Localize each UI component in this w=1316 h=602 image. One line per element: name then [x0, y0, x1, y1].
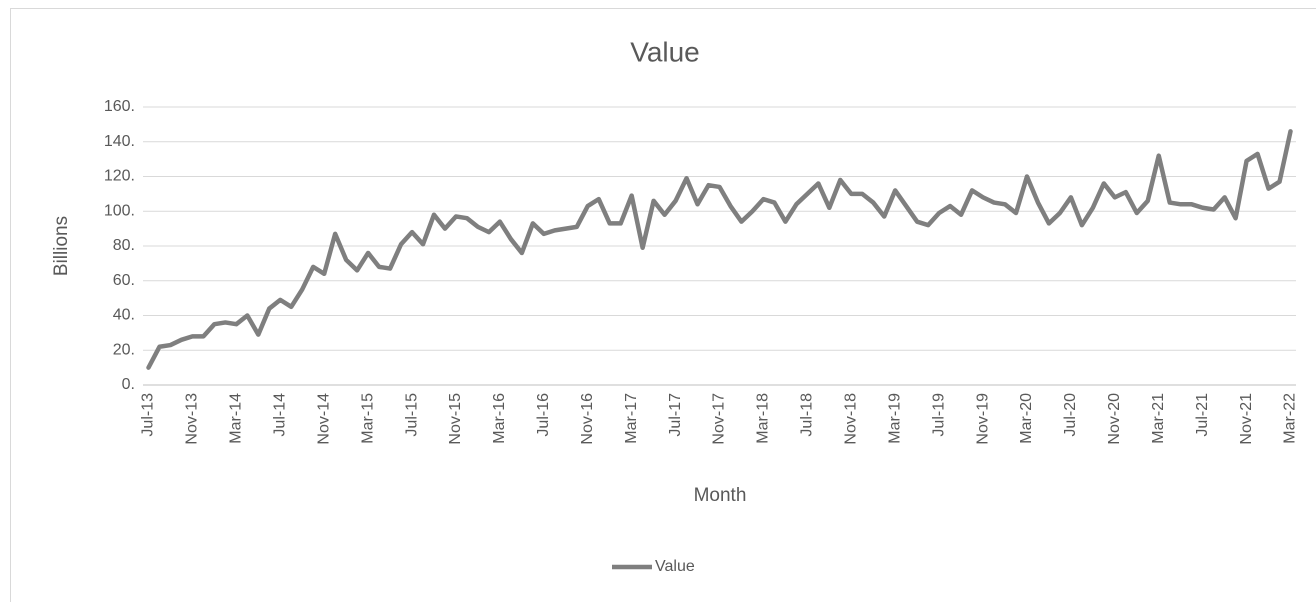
chart-title: Value — [630, 36, 700, 67]
x-tick-label: Jul-17 — [667, 393, 684, 437]
x-tick-label: Mar-14 — [228, 393, 245, 444]
y-tick-label: 20. — [113, 341, 135, 358]
x-tick-label: Jul-16 — [535, 393, 552, 437]
legend-label: Value — [655, 558, 695, 575]
x-tick-label: Mar-17 — [623, 393, 640, 444]
x-tick-label: Mar-21 — [1150, 393, 1167, 444]
x-tick-label: Jul-15 — [403, 393, 420, 437]
chart-frame — [10, 8, 1316, 602]
x-tick-label: Jul-21 — [1194, 393, 1211, 437]
x-tick-label: Nov-21 — [1238, 393, 1255, 445]
y-tick-label: 80. — [113, 237, 135, 254]
x-tick-label: Jul-19 — [930, 393, 947, 437]
x-tick-label: Nov-14 — [315, 393, 332, 445]
y-tick-label: 160. — [104, 98, 135, 115]
line — [146, 129, 1293, 370]
x-tick-label: Mar-18 — [755, 393, 772, 444]
y-axis-label: Billions — [51, 216, 72, 276]
x-tick-label: Mar-16 — [491, 393, 508, 444]
x-tick-label: Nov-17 — [711, 393, 728, 445]
x-tick-label: Jul-20 — [1062, 393, 1079, 437]
y-tick-label: 40. — [113, 307, 135, 324]
y-tick-label: 120. — [104, 168, 135, 185]
x-tick-label: Jul-14 — [271, 393, 288, 437]
x-tick-label: Nov-19 — [974, 393, 991, 445]
x-tick-label: Nov-18 — [842, 393, 859, 445]
x-tick-label: Nov-20 — [1106, 393, 1123, 445]
x-tick-label: Mar-19 — [886, 393, 903, 444]
x-tick-label: Mar-20 — [1018, 393, 1035, 444]
x-tick-label: Mar-15 — [359, 393, 376, 444]
y-tick-label: 100. — [104, 202, 135, 219]
x-tick-label: Nov-16 — [579, 393, 596, 445]
x-tick-label: Mar-22 — [1282, 393, 1299, 444]
x-axis-label: Month — [694, 485, 747, 506]
x-tick-label: Jul-13 — [140, 393, 157, 437]
x-tick-label: Jul-18 — [799, 393, 816, 437]
y-tick-label: 60. — [113, 272, 135, 289]
y-tick-label: 0. — [122, 376, 135, 393]
x-tick-label: Nov-13 — [184, 393, 201, 445]
y-tick-label: 140. — [104, 133, 135, 150]
x-tick-label: Nov-15 — [447, 393, 464, 445]
